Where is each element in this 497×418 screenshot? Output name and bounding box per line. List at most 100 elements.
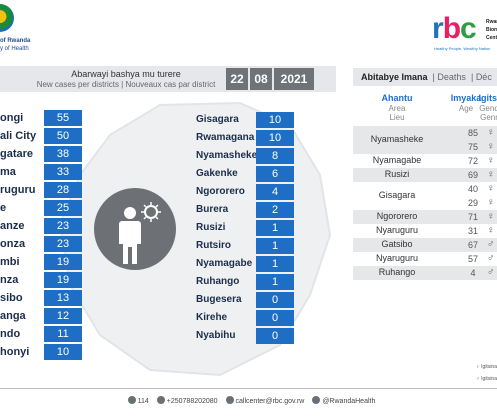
district-row: honyi 10 (0, 344, 82, 360)
district-case-count: 50 (44, 128, 82, 144)
district-name: Ruhango (196, 276, 240, 287)
district-row: anga 12 (0, 308, 82, 324)
district-row: gatare 38 (0, 146, 82, 162)
district-row: mbi 19 (0, 254, 82, 270)
col-district-en: Area (388, 104, 406, 113)
death-age: 4 (470, 268, 476, 278)
death-row: Nyaruguru 57 ♂ (353, 252, 497, 266)
rbc-side-line: Rwanda (486, 19, 497, 25)
gender-icon: ♀ (487, 225, 495, 236)
district-name: anga (0, 310, 26, 322)
death-age: 29 (467, 198, 478, 208)
district-case-count: 1 (256, 256, 294, 272)
district-row: ndo 11 (0, 326, 82, 342)
rwanda-map-silhouette (58, 101, 332, 377)
district-name: ali City (0, 130, 37, 142)
rbc-side-line: Biome (486, 27, 497, 33)
district-row: Bugesera 0 (196, 292, 294, 308)
district-row: Ruhango 1 (196, 274, 294, 290)
district-name: Gakenke (196, 168, 238, 179)
death-row: Ruhango 4 ♂ (353, 266, 497, 280)
district-row: onza 23 (0, 236, 82, 252)
rbc-letter-r: r (432, 12, 444, 45)
col-gender-title: Igitsi (478, 93, 497, 103)
death-district: Ruhango (378, 267, 416, 277)
death-row: Gisagara 40 ♀ 29 ♀ (353, 182, 497, 210)
district-row: Burera 2 (196, 202, 294, 218)
district-case-count: 0 (256, 310, 294, 326)
district-row: ma 33 (0, 164, 82, 180)
death-age: 85 (467, 128, 478, 138)
death-district: Nyamasheke (370, 134, 424, 144)
district-case-count: 11 (44, 326, 82, 342)
district-case-count: 4 (256, 184, 294, 200)
legend-female-label: Igitsina (481, 364, 497, 370)
district-case-count: 10 (44, 344, 82, 360)
legend-female: ♀ Igitsina (476, 364, 497, 370)
district-name: Kirehe (196, 312, 228, 323)
district-row: Nyamasheke 8 (196, 148, 294, 164)
district-name: ma (0, 166, 16, 178)
deaths-tab-bar: Abitabye Imana | Deaths | Déc (353, 68, 497, 86)
date-month: 08 (250, 68, 272, 90)
district-case-count: 28 (44, 182, 82, 198)
person-virus-badge (94, 188, 176, 270)
death-district: Nyamagabe (372, 155, 422, 165)
district-row: nza 19 (0, 272, 82, 288)
death-row: Nyaruguru 31 ♀ (353, 224, 497, 238)
death-age: 71 (467, 212, 478, 222)
district-name: Burera (196, 204, 229, 215)
death-age: 69 (467, 170, 478, 180)
district-name: ruguru (0, 184, 36, 196)
rbc-tagline: Healthy People, Wealthy Nation (434, 46, 491, 51)
district-row: anze 23 (0, 218, 82, 234)
district-case-count: 1 (256, 238, 294, 254)
district-name: nza (0, 274, 19, 286)
footer-contacts: 114 +250788202080 callcenter@rbc.gov.rw … (0, 396, 497, 405)
district-case-count: 12 (44, 308, 82, 324)
district-row: ruguru 28 (0, 182, 82, 198)
legend-male: ♂ Igitsina (476, 376, 497, 382)
district-case-count: 0 (256, 328, 294, 344)
district-row: Nyamagabe 1 (196, 256, 294, 272)
district-case-count: 1 (256, 274, 294, 290)
district-row: ali City 50 (0, 128, 82, 144)
new-cases-title: Abarwayi bashya mu turere (71, 69, 181, 79)
district-name: gatare (0, 148, 34, 160)
district-row: sibo 13 (0, 290, 82, 306)
district-name: onza (0, 238, 26, 250)
district-name: Bugesera (196, 294, 242, 305)
gender-icon: ♀ (487, 155, 495, 166)
ministry-line-2: y of Health (0, 46, 29, 52)
district-row: Rusizi 1 (196, 220, 294, 236)
district-name: Rutsiro (196, 240, 231, 251)
district-row: Kirehe 0 (196, 310, 294, 326)
phone-icon (127, 396, 136, 404)
whatsapp-icon (156, 396, 165, 404)
district-row: Ngororero 4 (196, 184, 294, 200)
col-age-en: Age (458, 104, 474, 113)
death-age: 67 (467, 240, 478, 250)
district-case-count: 10 (256, 130, 294, 146)
rbc-side-line: Centre (486, 35, 497, 41)
district-case-count: 55 (44, 110, 82, 126)
death-district: Gisagara (378, 190, 416, 200)
gender-icon: ♀ (487, 197, 495, 208)
gender-icon: ♀ (487, 211, 495, 222)
district-case-count: 13 (44, 290, 82, 306)
rbc-letter-b: b (442, 12, 461, 45)
district-case-count: 6 (256, 166, 294, 182)
death-district: Ngororero (376, 211, 418, 221)
district-name: ongi (0, 112, 24, 124)
district-row: Nyabihu 0 (196, 328, 294, 344)
death-age: 31 (467, 226, 478, 236)
district-name: Rwamagana (196, 132, 255, 143)
new-cases-header: Abarwayi bashya mu turere New cases per … (0, 66, 336, 92)
district-row: Gakenke 6 (196, 166, 294, 182)
death-age: 72 (467, 156, 478, 166)
hotline-number: 114 (137, 398, 149, 405)
death-age: 40 (467, 184, 478, 194)
district-case-count: 19 (44, 254, 82, 270)
district-name: Nyamagabe (196, 258, 253, 269)
district-name: Gisagara (196, 114, 239, 125)
